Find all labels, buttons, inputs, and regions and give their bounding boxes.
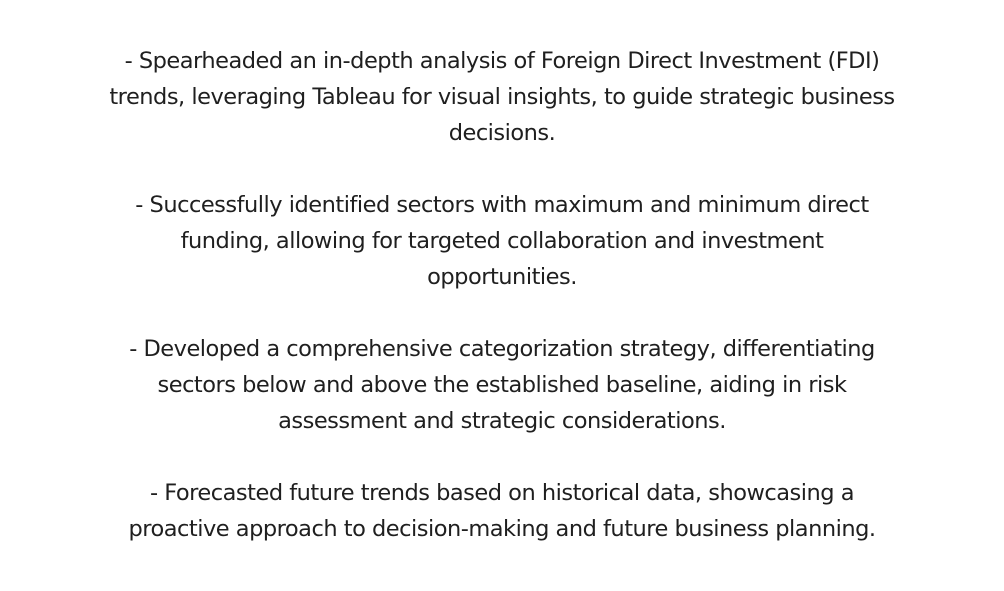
bullet-text-line: assessment and strategic considerations.: [278, 408, 726, 434]
bullet-text-line: trends, leveraging Tableau for visual in…: [109, 84, 895, 110]
bullet-text-line: sectors below and above the established …: [157, 372, 848, 398]
bullet-text-line: - Successfully identified sectors with m…: [135, 192, 869, 218]
bullet-text-line: proactive approach to decision-making an…: [128, 516, 876, 542]
bullet-text-line: - Forecasted future trends based on hist…: [150, 480, 855, 506]
bullet-text-line: opportunities.: [427, 264, 577, 290]
achievement-list: - Spearheaded an in-depth analysis of Fo…: [0, 43, 1004, 547]
achievement-item-sector-funding: - Successfully identified sectors with m…: [0, 187, 1004, 295]
achievement-item-fdi-analysis: - Spearheaded an in-depth analysis of Fo…: [0, 43, 1004, 151]
bullet-text-line: decisions.: [448, 120, 556, 146]
achievement-item-categorization: - Developed a comprehensive categorizati…: [0, 331, 1004, 439]
bullet-text-line: - Developed a comprehensive categorizati…: [129, 336, 875, 362]
bullet-text-line: funding, allowing for targeted collabora…: [180, 228, 824, 254]
achievement-item-forecasting: - Forecasted future trends based on hist…: [0, 475, 1004, 547]
bullet-text-line: - Spearheaded an in-depth analysis of Fo…: [124, 48, 880, 74]
